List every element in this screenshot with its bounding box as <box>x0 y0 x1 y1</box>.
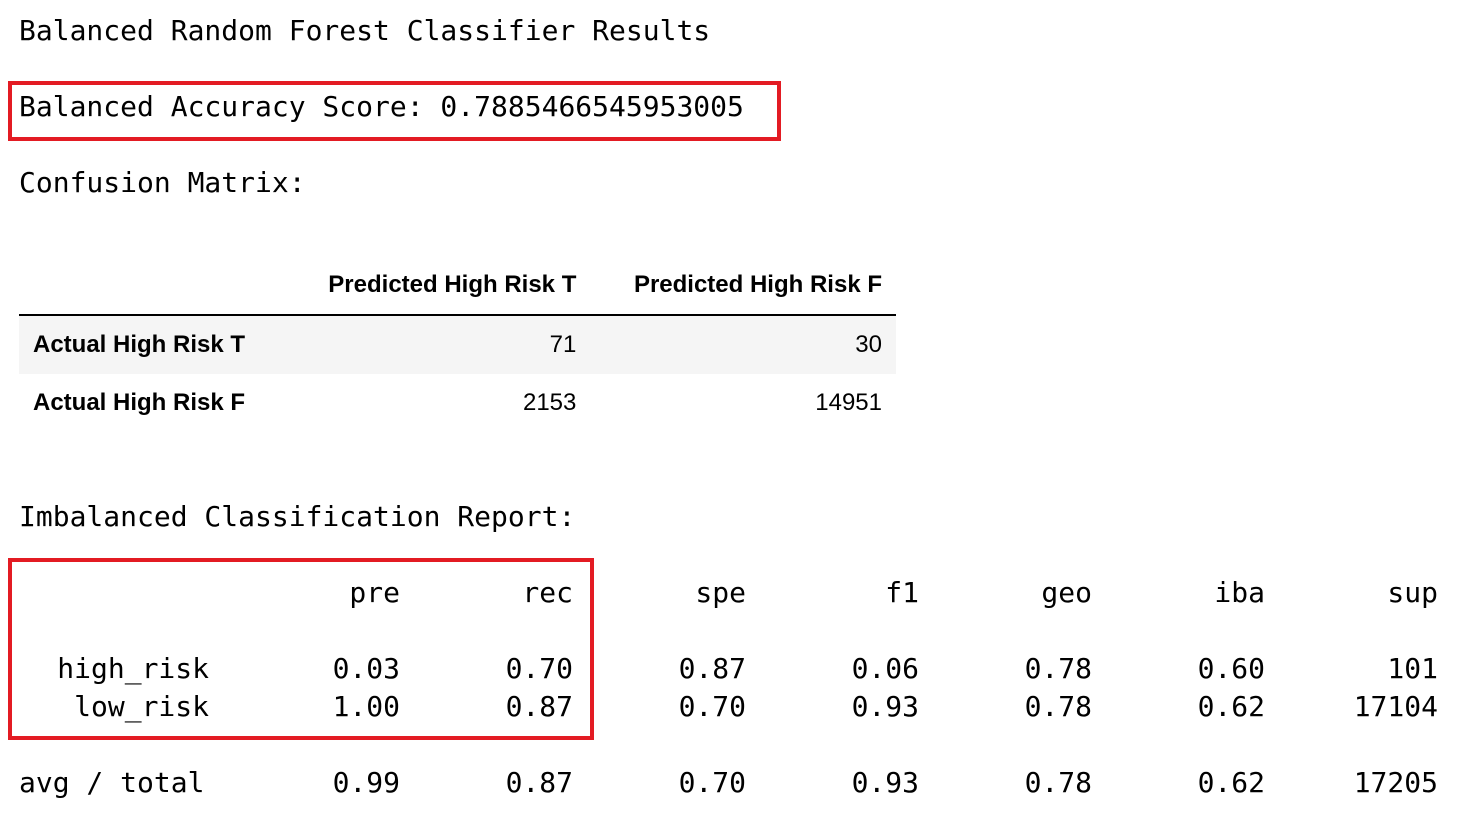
report-cell: 0.62 <box>1197 690 1265 723</box>
report-header-geo: geo <box>1041 576 1092 609</box>
confusion-corner-cell <box>19 256 285 316</box>
accuracy-highlight-box <box>8 81 781 141</box>
accuracy-score: Balanced Accuracy Score: 0.7885466545953… <box>19 90 744 123</box>
report-label: Imbalanced Classification Report: <box>19 500 576 533</box>
report-cell: 0.87 <box>505 766 573 799</box>
report-row-label: high_risk <box>57 652 209 685</box>
cell-value: 2153 <box>522 389 577 416</box>
report-header-iba: iba <box>1214 576 1265 609</box>
report-cell: 0.78 <box>1024 766 1092 799</box>
report-cell: 0.60 <box>1197 652 1265 685</box>
cell-value: 14951 <box>815 389 882 416</box>
report-cell: 1.00 <box>332 690 400 723</box>
report-cell: 17205 <box>1353 766 1438 799</box>
report-header-rec: rec <box>522 576 573 609</box>
row-label: Actual High Risk F <box>33 389 246 416</box>
report-header-f1: f1 <box>885 576 919 609</box>
report-cell: 0.78 <box>1024 652 1092 685</box>
report-highlight-box <box>8 558 594 740</box>
cell-value: 30 <box>855 331 882 358</box>
report-cell: 0.87 <box>678 652 746 685</box>
report-cell: 0.78 <box>1024 690 1092 723</box>
confusion-matrix-table: Predicted High Risk T Predicted High Ris… <box>19 256 896 432</box>
report-cell: 0.99 <box>332 766 400 799</box>
report-cell: 17104 <box>1353 690 1438 723</box>
report-cell: 0.70 <box>505 652 573 685</box>
results-title: Balanced Random Forest Classifier Result… <box>19 14 711 47</box>
col-predicted-f: Predicted High Risk F <box>590 256 896 316</box>
report-cell: 0.70 <box>678 690 746 723</box>
report-cell: 0.03 <box>332 652 400 685</box>
report-cell: 0.93 <box>851 690 919 723</box>
report-header-spe: spe <box>695 576 746 609</box>
row-label: Actual High Risk T <box>33 331 246 358</box>
confusion-header-row: Predicted High Risk T Predicted High Ris… <box>19 256 896 316</box>
report-cell: 101 <box>1387 652 1438 685</box>
report-cell: 0.70 <box>678 766 746 799</box>
col-predicted-t: Predicted High Risk T <box>284 256 591 316</box>
cell-value: 71 <box>549 331 577 358</box>
table-row: Actual High Risk F 2153 14951 <box>19 374 896 432</box>
confusion-matrix-label: Confusion Matrix: <box>19 166 306 199</box>
report-cell: 0.93 <box>851 766 919 799</box>
report-header-pre: pre <box>349 576 400 609</box>
report-header-sup: sup <box>1387 576 1438 609</box>
report-row-label: low_risk <box>74 690 209 723</box>
report-cell: 0.62 <box>1197 766 1265 799</box>
table-row: Actual High Risk T 71 30 <box>19 315 896 374</box>
report-row-label: avg / total <box>19 766 205 799</box>
report-cell: 0.87 <box>505 690 573 723</box>
report-cell: 0.06 <box>851 652 919 685</box>
